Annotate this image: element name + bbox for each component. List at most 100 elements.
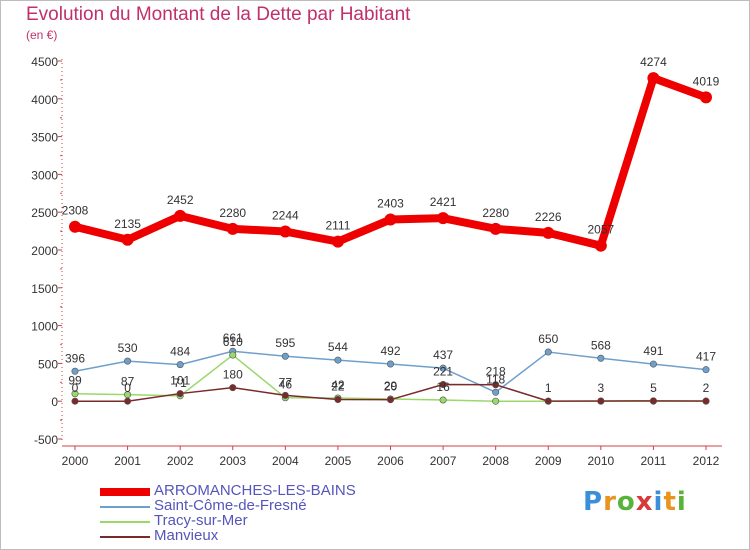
data-label-1: 484 xyxy=(170,345,190,359)
data-point-3 xyxy=(492,381,500,389)
data-point-3 xyxy=(439,380,447,388)
data-point-0 xyxy=(279,225,292,238)
y-tick-label: -500 xyxy=(34,433,58,447)
logo-letter: t xyxy=(663,487,677,517)
data-label-0: 2057 xyxy=(587,223,614,237)
data-point-0 xyxy=(69,220,81,233)
data-label-1: 530 xyxy=(118,341,138,355)
chart-title: Evolution du Montant de la Dette par Hab… xyxy=(26,4,411,25)
data-point-0 xyxy=(594,239,607,252)
data-point-0 xyxy=(489,222,502,235)
data-label-1: 492 xyxy=(380,344,400,358)
data-label-3: 0 xyxy=(72,381,79,395)
legend-label-tracy: Tracy-sur-Mer xyxy=(154,512,248,529)
x-tick-label: 2004 xyxy=(272,454,299,468)
data-label-3: 221 xyxy=(433,364,453,378)
data-label-2: 16 xyxy=(436,380,450,394)
x-tick-label: 2010 xyxy=(587,454,614,468)
data-label-3: 101 xyxy=(170,374,190,388)
y-tick-label: 2000 xyxy=(31,244,58,258)
data-point-1 xyxy=(544,348,552,356)
logo-letter: i xyxy=(653,487,664,517)
data-label-0: 2280 xyxy=(219,206,246,220)
data-label-2: 87 xyxy=(121,375,135,389)
data-label-1: 118 xyxy=(486,372,505,386)
data-label-1: 650 xyxy=(538,332,558,346)
data-label-3: 1 xyxy=(545,381,552,395)
y-tick-label: 3000 xyxy=(31,168,58,182)
data-point-3 xyxy=(597,397,605,405)
data-label-3: 5 xyxy=(650,381,657,395)
legend-swatch-manvieux xyxy=(100,536,150,538)
x-tick-label: 2011 xyxy=(641,454,667,468)
y-minor-tick xyxy=(60,343,62,346)
data-label-3: 2 xyxy=(703,381,710,395)
data-label-0: 2403 xyxy=(377,197,404,211)
data-label-3: 20 xyxy=(384,380,398,394)
data-label-0: 2111 xyxy=(325,219,350,233)
data-label-1: 417 xyxy=(696,350,716,364)
data-label-3: 22 xyxy=(331,380,345,394)
data-label-0: 2226 xyxy=(535,210,562,224)
y-minor-tick xyxy=(60,419,62,421)
data-point-3 xyxy=(124,397,132,405)
data-label-3: 77 xyxy=(279,375,293,389)
data-point-3 xyxy=(334,396,342,404)
data-point-3 xyxy=(281,391,289,399)
data-point-0 xyxy=(700,91,712,104)
y-minor-tick xyxy=(60,230,62,232)
data-point-3 xyxy=(229,384,237,392)
data-point-1 xyxy=(439,364,447,372)
data-point-3 xyxy=(386,396,394,404)
y-minor-tick xyxy=(60,192,62,195)
data-point-0 xyxy=(121,233,134,246)
logo-letter: i xyxy=(676,487,687,517)
x-tick-label: 2003 xyxy=(219,454,246,468)
logo-letter: P xyxy=(583,487,604,517)
data-label-0: 2244 xyxy=(272,209,299,223)
data-label-3: 3 xyxy=(597,381,604,395)
data-label-2: 99 xyxy=(68,374,82,388)
logo-letter: o xyxy=(616,487,636,517)
data-point-1 xyxy=(649,360,657,368)
legend-swatch-saint-come xyxy=(100,506,150,508)
data-point-0 xyxy=(331,235,344,248)
legend-label-arromanches: ARROMANCHES-LES-BAINS xyxy=(154,482,356,499)
data-label-3: 0 xyxy=(124,381,131,395)
data-label-2: 29 xyxy=(384,379,398,393)
data-label-0: 4274 xyxy=(640,55,667,69)
chart-subtitle: (en €) xyxy=(26,28,58,42)
legend-label-manvieux: Manvieux xyxy=(154,527,219,544)
y-minor-tick xyxy=(60,305,62,308)
x-tick-label: 2007 xyxy=(430,454,457,468)
data-label-0: 2421 xyxy=(430,195,457,209)
x-tick-label: 2012 xyxy=(693,454,720,468)
y-tick-label: 1500 xyxy=(31,282,58,296)
data-label-0: 2135 xyxy=(114,217,141,231)
legend-swatch-tracy xyxy=(100,521,150,523)
x-tick-label: 2002 xyxy=(167,454,194,468)
data-point-1 xyxy=(281,352,289,360)
data-point-1 xyxy=(124,357,132,365)
data-label-3: 180 xyxy=(223,368,243,382)
data-point-0 xyxy=(542,226,555,239)
data-label-1: 661 xyxy=(223,331,243,345)
data-point-0 xyxy=(647,72,660,85)
data-label-2: 46 xyxy=(279,378,293,392)
data-point-2 xyxy=(71,390,79,398)
data-label-1: 544 xyxy=(328,340,348,354)
data-point-3 xyxy=(649,397,657,405)
x-tick-label: 2006 xyxy=(377,454,404,468)
data-point-1 xyxy=(702,366,710,374)
data-point-3 xyxy=(176,390,184,398)
data-point-0 xyxy=(437,212,450,225)
data-point-2 xyxy=(229,351,237,359)
y-minor-tick xyxy=(60,381,62,384)
data-point-3 xyxy=(71,397,79,405)
data-label-1: 491 xyxy=(643,344,663,358)
y-minor-tick xyxy=(60,79,62,81)
logo-letter: x xyxy=(635,487,654,517)
data-point-1 xyxy=(176,361,184,369)
